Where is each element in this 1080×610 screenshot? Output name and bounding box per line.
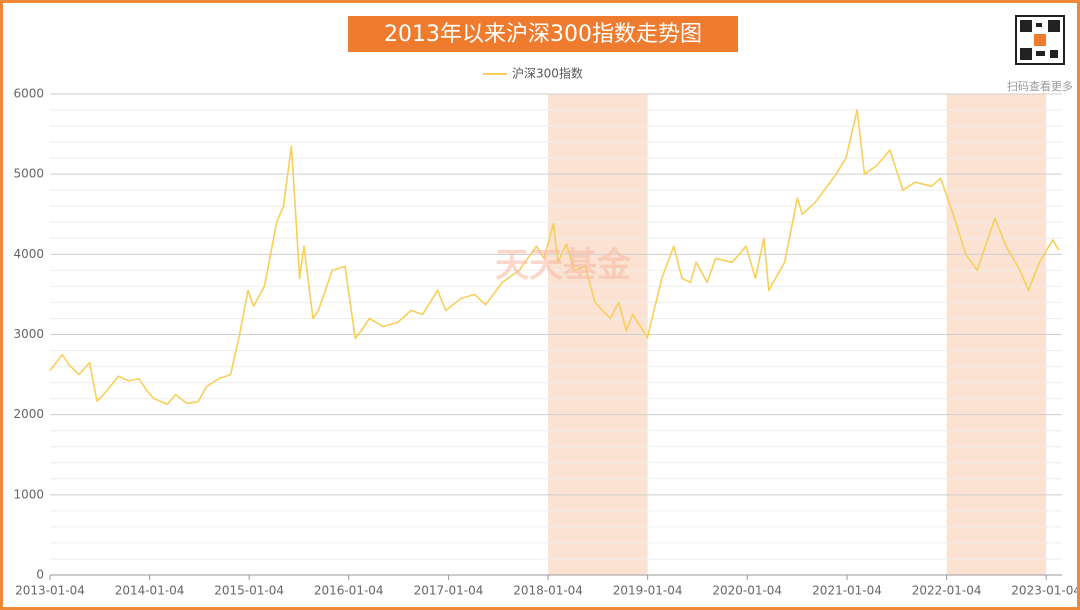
y-tick-label: 0 bbox=[36, 568, 44, 582]
watermark: 天天基金 bbox=[495, 246, 632, 286]
x-tick-label: 2016-01-04 bbox=[314, 584, 384, 598]
x-tick-label: 2022-01-04 bbox=[912, 584, 982, 598]
x-tick-label: 2019-01-04 bbox=[613, 584, 683, 598]
x-tick-label: 2021-01-04 bbox=[812, 584, 882, 598]
x-tick-label: 2013-01-04 bbox=[15, 584, 85, 598]
x-tick-label: 2017-01-04 bbox=[414, 584, 484, 598]
qr-caption: 扫码查看更多 bbox=[1007, 79, 1073, 93]
y-tick-label: 6000 bbox=[13, 87, 44, 101]
y-tick-label: 2000 bbox=[13, 407, 44, 421]
y-tick-label: 1000 bbox=[13, 487, 44, 501]
qr-code bbox=[1015, 15, 1065, 65]
y-tick-label: 3000 bbox=[13, 327, 44, 341]
chart-title: 2013年以来沪深300指数走势图 bbox=[384, 22, 702, 47]
title-box bbox=[348, 16, 738, 52]
y-tick-label: 4000 bbox=[13, 247, 44, 261]
y-tick-label: 5000 bbox=[13, 167, 44, 181]
series-line bbox=[49, 109, 1060, 405]
x-tick-label: 2018-01-04 bbox=[513, 584, 583, 598]
x-tick-label: 2020-01-04 bbox=[712, 584, 782, 598]
legend-label: 沪深300指数 bbox=[512, 66, 583, 81]
x-tick-label: 2015-01-04 bbox=[214, 584, 284, 598]
chart: 2013年以来沪深300指数走势图 扫码查看更多 天天基金 0 1000 2000 3… bbox=[13, 15, 1077, 598]
x-tick-label: 2014-01-04 bbox=[115, 584, 185, 598]
x-tick-label: 2023-01-04 bbox=[1011, 584, 1077, 598]
